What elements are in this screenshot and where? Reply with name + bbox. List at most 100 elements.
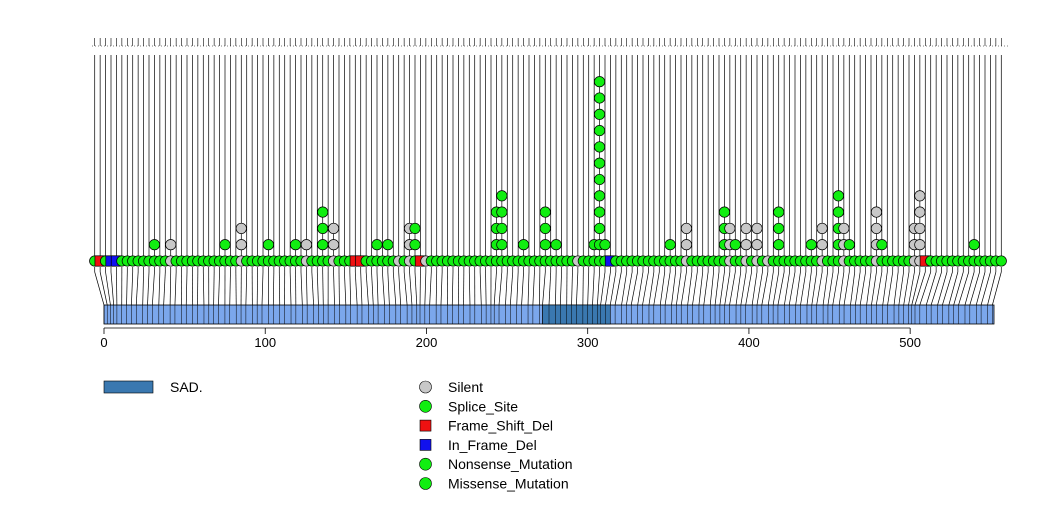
x-axis: 0 100 200 300 400 500 [100, 327, 921, 350]
connector-diagonal [349, 271, 352, 306]
connector-diagonal [703, 271, 709, 306]
connector-diagonal [424, 271, 427, 306]
connector-diagonal [245, 271, 248, 306]
connector-diagonal [597, 271, 600, 306]
axis-tick-label: 400 [738, 335, 760, 350]
protein-track [103, 304, 995, 325]
connector-diagonal [94, 271, 105, 306]
connector-diagonal [261, 271, 264, 306]
connector-diagonal [908, 271, 915, 306]
connector-diagonal [671, 271, 676, 306]
connector-diagonal [414, 271, 418, 306]
mutation-mark-circle [317, 206, 329, 218]
connector-diagonal [806, 271, 812, 306]
connector-diagonal [600, 271, 606, 306]
connector-diagonal [784, 271, 790, 306]
mutation-mark-circle [724, 222, 736, 234]
connector-diagonal [169, 271, 172, 306]
connector-diagonal [392, 271, 397, 306]
mutation-mark-circle [773, 222, 785, 234]
mutation-mark-circle [594, 206, 606, 218]
connector-diagonal [289, 271, 292, 306]
connector-diagonal [163, 271, 166, 306]
mutation-mark-circle [914, 222, 926, 234]
mutation-mark-circle [914, 190, 926, 202]
connector-diagonal [992, 271, 1002, 306]
connector-diagonal [516, 271, 519, 306]
connector-diagonal [882, 271, 888, 306]
connector-diagonal [382, 271, 385, 306]
connector-diagonal [827, 271, 834, 306]
mutation-mark-circle [773, 206, 785, 218]
connector-diagonal [816, 271, 823, 306]
legend: SAD. Silent Splice_Site Frame_Shift_Del In_F… [103, 379, 573, 492]
connector-diagonal [272, 271, 275, 306]
connector-diagonal [609, 271, 617, 306]
connector-diagonal [648, 271, 655, 306]
mutation-mark-circle [409, 239, 421, 251]
mutation-mark-circle [751, 239, 763, 251]
mutation-mark-circle [496, 190, 508, 202]
connector-diagonal [626, 271, 633, 306]
connector-diagonal [398, 271, 402, 306]
connector-diagonal [772, 271, 780, 306]
connector-diagonal [403, 271, 408, 306]
connector-diagonal [202, 271, 205, 306]
connector-diagonal [777, 271, 785, 306]
connector-diagonal [756, 271, 763, 306]
mutation-mark-circle [317, 239, 329, 251]
mutation-mark-circle [371, 239, 383, 251]
connector-diagonal [832, 271, 839, 306]
connector-diagonal [714, 271, 720, 306]
connector-diagonal [538, 271, 541, 306]
legend-swatch-circle [419, 477, 432, 490]
connector-diagonal [587, 271, 590, 306]
mutation-mark-circle [914, 206, 926, 218]
connector-diagonal [887, 271, 894, 306]
connector-diagonal [637, 271, 644, 306]
connector-diagonal [761, 271, 769, 306]
mutation-mark-circle [816, 239, 828, 251]
connector-diagonal [903, 271, 910, 306]
connector-diagonal [987, 271, 997, 306]
connector-diagonal [875, 271, 883, 306]
mutation-mark-circle [518, 239, 530, 251]
connector-diagonal [142, 271, 144, 306]
connector-diagonal [360, 271, 363, 306]
connector-diagonal [687, 271, 693, 306]
mutation-mark-circle [664, 239, 676, 251]
connector-diagonal [371, 271, 374, 306]
connector-diagonal [559, 271, 562, 306]
connector-diagonal [435, 271, 438, 306]
connector-diagonal [322, 271, 324, 306]
connector-diagonal [440, 271, 443, 306]
connector-diagonal [866, 271, 872, 306]
legend-label: Frame_Shift_Del [448, 418, 553, 434]
connector-diagonal [365, 271, 369, 306]
mutation-mark-circle [594, 141, 606, 153]
connector-diagonal [333, 271, 335, 306]
connector-diagonal [854, 271, 861, 306]
connector-diagonal [105, 271, 111, 306]
mutation-mark-circle [290, 239, 302, 251]
connector-diagonal [306, 271, 308, 306]
connector-diagonal [521, 271, 524, 306]
mutation-mark-circle [550, 239, 562, 251]
connector-diagonal [110, 271, 115, 306]
mutation-mark-circle [594, 92, 606, 104]
legend-label: Splice_Site [448, 398, 518, 414]
connector-diagonal [788, 271, 796, 306]
connector-diagonal [958, 271, 970, 306]
legend-label: Missense_Mutation [448, 476, 569, 492]
mutation-mark-circle [317, 222, 329, 234]
mutation-mark-circle [805, 239, 817, 251]
connector-diagonal [311, 271, 314, 306]
connector-diagonal [709, 271, 714, 306]
connector-diagonal [800, 271, 807, 306]
stems [94, 55, 1002, 261]
mutation-mark-circle [594, 173, 606, 186]
mutation-mark-circle [594, 190, 606, 202]
connector-diagonal [795, 271, 801, 306]
mutation-mark-circle [838, 222, 850, 234]
